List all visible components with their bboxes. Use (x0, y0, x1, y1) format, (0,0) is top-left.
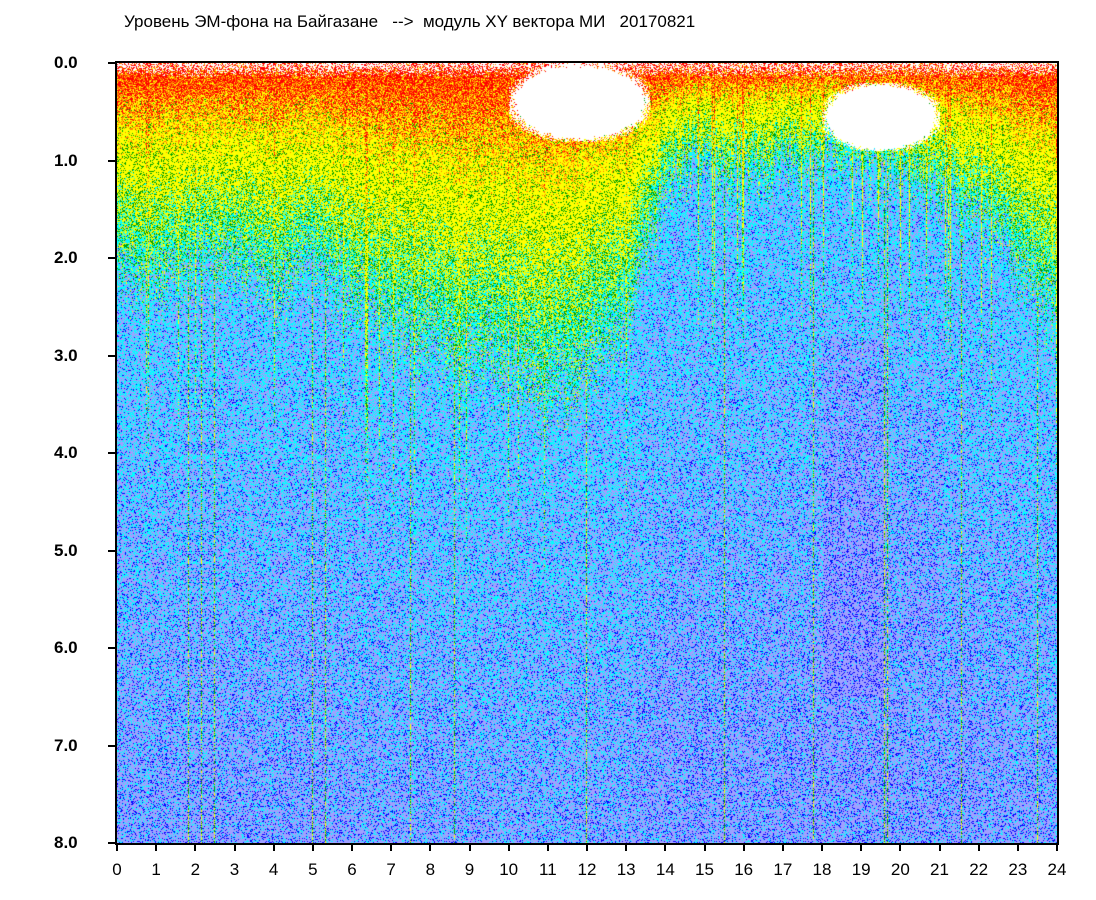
x-tick-label: 8 (425, 860, 436, 879)
x-tick-mark (546, 843, 549, 851)
x-tick-label: 15 (695, 860, 714, 879)
x-tick-mark (860, 843, 863, 851)
x-tick-mark (703, 843, 706, 851)
x-tick-label: 4 (268, 860, 279, 879)
x-tick-label: 20 (890, 860, 910, 879)
x-tick-mark (468, 843, 471, 851)
x-tick-mark (977, 843, 980, 851)
x-tick-mark (390, 843, 393, 851)
y-tick-label: 2.0 (54, 248, 78, 267)
y-tick-label: 5.0 (54, 540, 78, 560)
y-tick-mark (108, 159, 116, 162)
y-tick-label: 7.0 (54, 735, 78, 755)
heatmap-canvas (117, 63, 1057, 843)
y-tick-mark (108, 744, 116, 747)
x-tick-label: 22 (969, 860, 989, 879)
x-tick-label: 7 (386, 860, 396, 879)
x-tick-label: 5 (308, 860, 318, 879)
x-tick-mark (1016, 843, 1019, 851)
x-tick-label: 13 (616, 860, 636, 879)
y-tick-label: 1.0 (54, 150, 78, 170)
y-tick-label: 3.0 (54, 345, 78, 365)
chart-title: Уровень ЭМ-фона на Байгазане --> модуль … (124, 12, 696, 31)
x-tick-mark (429, 843, 432, 851)
x-tick-mark (351, 843, 353, 851)
x-tick-label: 1 (151, 860, 161, 879)
y-tick-mark (108, 842, 116, 844)
x-tick-mark (311, 843, 314, 851)
x-tick-mark (155, 843, 158, 851)
x-tick-label: 10 (499, 860, 519, 879)
x-tick-label: 23 (1008, 860, 1028, 879)
x-tick-mark (233, 843, 236, 851)
x-tick-label: 18 (812, 860, 832, 879)
x-tick-mark (194, 843, 197, 851)
x-tick-label: 12 (577, 860, 597, 879)
y-tick-mark (108, 354, 116, 357)
y-tick-mark (108, 257, 116, 259)
x-tick-mark (586, 843, 588, 851)
x-tick-mark (899, 843, 902, 851)
x-tick-mark (821, 843, 823, 851)
x-tick-label: 2 (190, 860, 201, 879)
x-tick-label: 16 (734, 860, 754, 879)
x-tick-label: 19 (851, 860, 871, 879)
x-tick-label: 24 (1047, 860, 1067, 879)
y-tick-mark (108, 549, 116, 552)
x-tick-label: 9 (464, 860, 475, 879)
x-tick-mark (1056, 843, 1058, 851)
x-tick-mark (116, 843, 118, 851)
y-tick-label: 8.0 (54, 833, 78, 852)
x-tick-label: 3 (229, 860, 240, 879)
x-tick-label: 0 (112, 860, 122, 879)
y-tick-label: 6.0 (54, 638, 78, 657)
x-tick-mark (742, 843, 745, 851)
y-tick-mark (108, 452, 116, 454)
x-tick-label: 17 (773, 860, 793, 879)
y-tick-mark (108, 62, 116, 64)
y-tick-label: 4.0 (54, 443, 78, 462)
x-tick-mark (664, 843, 667, 851)
x-tick-label: 14 (655, 860, 675, 879)
x-tick-mark (272, 843, 275, 851)
y-tick-label: 0.0 (54, 53, 78, 72)
x-tick-label: 11 (539, 860, 557, 879)
x-tick-mark (781, 843, 784, 851)
x-tick-label: 6 (347, 860, 357, 879)
x-tick-label: 21 (930, 860, 949, 879)
x-tick-mark (625, 843, 628, 851)
x-tick-mark (507, 843, 510, 851)
plot-area (115, 61, 1059, 845)
x-tick-mark (938, 843, 941, 851)
y-tick-mark (108, 647, 116, 649)
